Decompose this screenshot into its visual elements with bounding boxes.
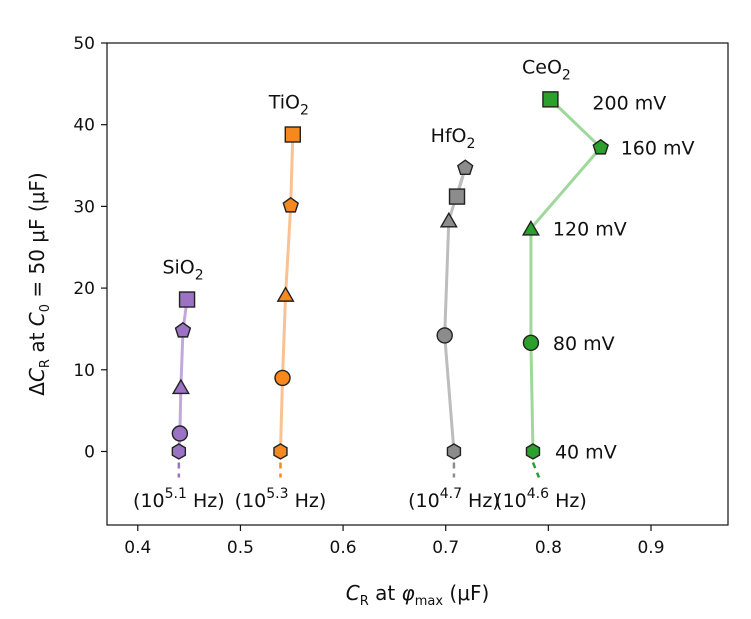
data-point bbox=[525, 443, 541, 460]
series-tail bbox=[531, 462, 541, 478]
y-tick-label: 40 bbox=[73, 116, 95, 136]
series-label: CeO2 bbox=[522, 56, 571, 83]
y-tick-label: 0 bbox=[84, 442, 95, 462]
y-tick-label: 30 bbox=[73, 197, 95, 217]
y-tick-label: 50 bbox=[73, 34, 95, 54]
x-tick-label: 0.6 bbox=[330, 538, 357, 558]
data-point bbox=[522, 334, 540, 352]
data-point bbox=[446, 443, 462, 460]
x-tick-label: 0.8 bbox=[535, 538, 562, 558]
data-point bbox=[273, 443, 288, 460]
data-point bbox=[282, 196, 299, 213]
data-point bbox=[276, 286, 295, 302]
voltage-label: 80 mV bbox=[553, 333, 615, 355]
series-label: HfO2 bbox=[431, 125, 476, 152]
frequency-label: (105.3 Hz) bbox=[235, 486, 327, 512]
data-point bbox=[171, 378, 190, 395]
x-tick-label: 0.7 bbox=[432, 538, 459, 558]
data-point bbox=[542, 91, 559, 108]
series-hfo2: HfO2 (104.7 Hz) bbox=[408, 125, 500, 512]
data-point bbox=[521, 220, 540, 236]
series-label: SiO2 bbox=[162, 257, 203, 284]
voltage-label: 160 mV bbox=[621, 138, 695, 160]
series-label: TiO2 bbox=[268, 91, 309, 118]
data-point bbox=[448, 188, 466, 205]
data-point bbox=[439, 211, 458, 228]
x-tick-label: 0.5 bbox=[227, 538, 254, 558]
series-line bbox=[443, 167, 467, 452]
data-point bbox=[274, 369, 291, 387]
voltage-label: 120 mV bbox=[553, 218, 627, 240]
data-point bbox=[456, 159, 474, 176]
data-point bbox=[171, 443, 187, 460]
x-tick-label: 0.9 bbox=[637, 538, 664, 558]
data-point bbox=[436, 327, 453, 344]
data-point bbox=[592, 138, 609, 155]
data-point bbox=[174, 321, 192, 338]
x-axis-title: CR at φmax (μF) bbox=[346, 581, 490, 609]
data-point bbox=[284, 126, 301, 143]
y-axis-title: ΔCR at C0 = 50 μF (μF) bbox=[25, 172, 53, 395]
voltage-label: 200 mV bbox=[592, 92, 666, 114]
frequency-label: (104.6 Hz) bbox=[495, 486, 587, 512]
x-tick-label: 0.4 bbox=[124, 538, 151, 558]
frequency-label: (105.1 Hz) bbox=[133, 486, 225, 512]
y-tick-label: 10 bbox=[73, 361, 95, 381]
voltage-label: 40 mV bbox=[555, 441, 617, 463]
frequency-label: (104.7 Hz) bbox=[408, 486, 500, 512]
data-point bbox=[171, 425, 189, 442]
plot-frame bbox=[106, 42, 729, 526]
data-point bbox=[178, 291, 196, 308]
series-line bbox=[529, 98, 603, 452]
y-tick-label: 20 bbox=[73, 279, 95, 299]
